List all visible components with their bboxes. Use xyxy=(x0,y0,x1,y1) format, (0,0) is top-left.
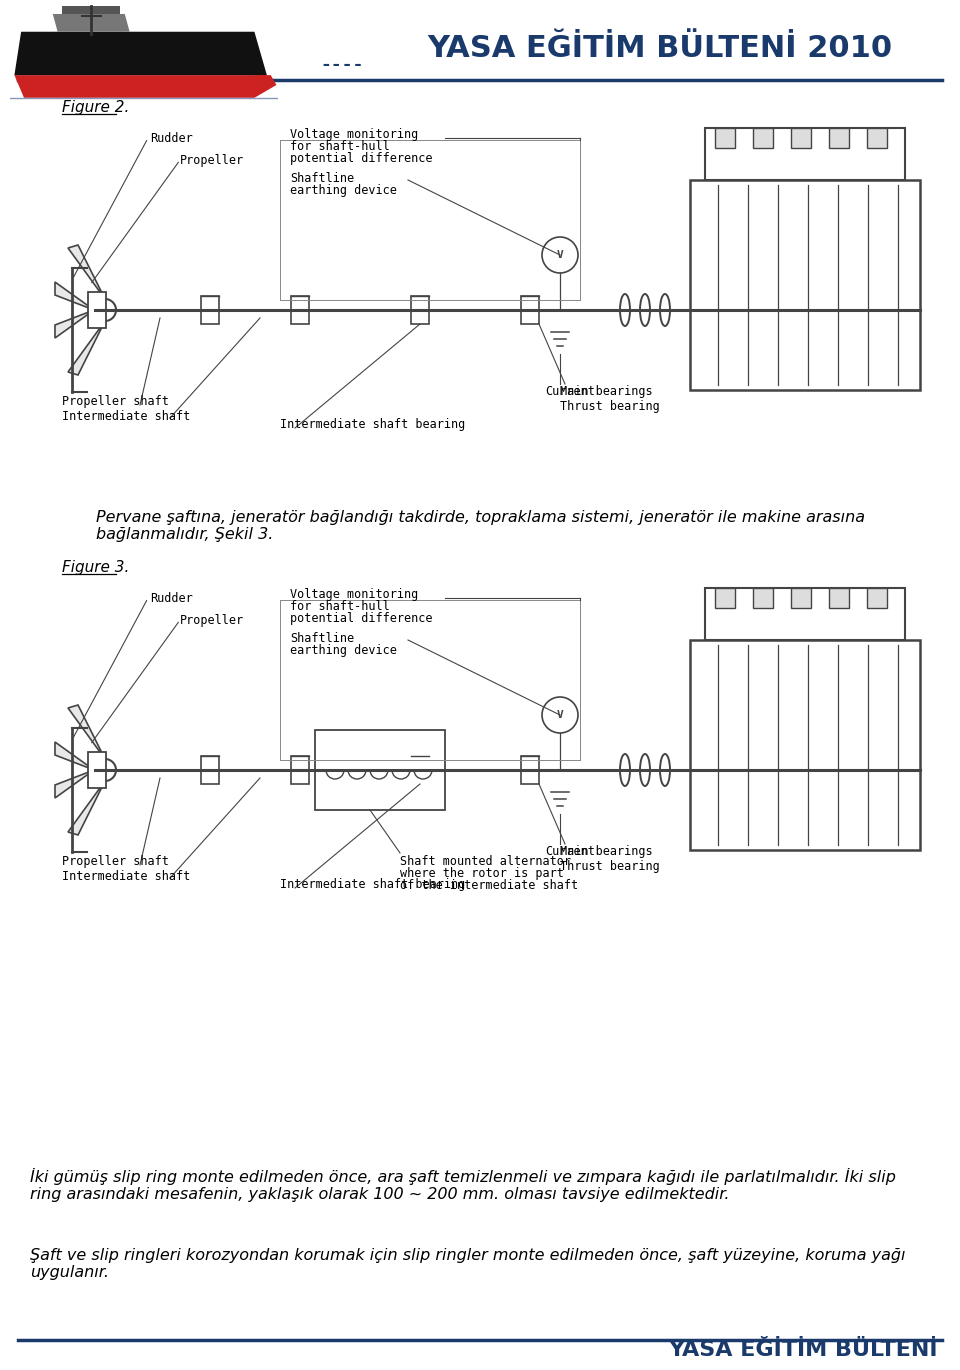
Text: Şaft ve slip ringleri korozyondan korumak için slip ringler monte edilmeden önce: Şaft ve slip ringleri korozyondan koruma… xyxy=(30,1248,905,1281)
Bar xyxy=(201,756,219,784)
Bar xyxy=(715,127,735,148)
Ellipse shape xyxy=(94,299,116,321)
Bar xyxy=(88,292,106,327)
Text: Shaftline: Shaftline xyxy=(290,173,354,185)
Bar xyxy=(521,756,539,784)
Text: İki gümüş slip ring monte edilmeden önce, ara şaft temizlenmeli ve zımpara kağıd: İki gümüş slip ring monte edilmeden önce… xyxy=(30,1169,896,1203)
Text: earthing device: earthing device xyxy=(290,644,396,658)
Bar xyxy=(291,296,309,323)
Bar xyxy=(791,127,811,148)
Text: potential difference: potential difference xyxy=(290,152,433,164)
Text: of the intermediate shaft: of the intermediate shaft xyxy=(400,880,578,892)
Text: ----: ---- xyxy=(18,56,61,74)
Text: Current: Current xyxy=(545,385,595,399)
Ellipse shape xyxy=(640,754,650,786)
Circle shape xyxy=(542,237,578,273)
Text: YASA EĞİTİM BÜLTENİ: YASA EĞİTİM BÜLTENİ xyxy=(668,1340,938,1360)
Polygon shape xyxy=(14,75,267,97)
Text: Current: Current xyxy=(545,845,595,858)
Text: Propeller: Propeller xyxy=(180,153,244,167)
Polygon shape xyxy=(68,706,105,759)
Bar xyxy=(201,296,219,323)
Bar xyxy=(521,296,539,323)
Text: earthing device: earthing device xyxy=(290,184,396,197)
Bar xyxy=(829,588,849,608)
Bar xyxy=(62,5,120,14)
Text: Intermediate shaft: Intermediate shaft xyxy=(62,870,190,884)
Bar xyxy=(690,179,920,390)
Polygon shape xyxy=(14,32,267,75)
Text: Main bearings: Main bearings xyxy=(560,385,653,399)
Text: Intermediate shaft bearing: Intermediate shaft bearing xyxy=(280,418,466,432)
Text: Shaft mounted alternator: Shaft mounted alternator xyxy=(400,855,571,869)
Ellipse shape xyxy=(620,295,630,326)
Text: Rudder: Rudder xyxy=(150,592,193,606)
Polygon shape xyxy=(68,245,105,299)
Text: Propeller shaft: Propeller shaft xyxy=(62,855,169,869)
Text: where the rotor is part: where the rotor is part xyxy=(400,867,564,880)
Bar xyxy=(715,588,735,608)
Text: Propeller shaft: Propeller shaft xyxy=(62,395,169,408)
Text: Thrust bearing: Thrust bearing xyxy=(560,400,660,412)
Bar xyxy=(753,588,773,608)
Polygon shape xyxy=(55,310,94,338)
Polygon shape xyxy=(254,75,276,97)
Bar xyxy=(867,588,887,608)
Text: Intermediate shaft bearing: Intermediate shaft bearing xyxy=(280,878,466,891)
Ellipse shape xyxy=(660,754,670,786)
Text: Thrust bearing: Thrust bearing xyxy=(560,860,660,873)
Bar xyxy=(791,588,811,608)
Text: for shaft-hull: for shaft-hull xyxy=(290,140,390,153)
Text: Intermediate shaft: Intermediate shaft xyxy=(62,410,190,423)
Text: Main bearings: Main bearings xyxy=(560,845,653,858)
Text: Voltage monitoring: Voltage monitoring xyxy=(290,588,419,601)
Text: Pervane şaftına, jeneratör bağlandığı takdirde, topraklama sistemi, jeneratör il: Pervane şaftına, jeneratör bağlandığı ta… xyxy=(95,510,865,543)
Bar xyxy=(411,756,429,784)
Bar xyxy=(88,752,106,788)
Text: ----: ---- xyxy=(320,56,364,74)
Bar xyxy=(690,640,920,849)
Text: Figure 3.: Figure 3. xyxy=(62,560,130,575)
Text: V: V xyxy=(557,249,564,260)
Ellipse shape xyxy=(620,754,630,786)
Polygon shape xyxy=(55,282,94,310)
Text: Figure 2.: Figure 2. xyxy=(62,100,130,115)
Polygon shape xyxy=(53,14,130,32)
Ellipse shape xyxy=(640,295,650,326)
Text: Shaftline: Shaftline xyxy=(290,632,354,645)
Text: Voltage monitoring: Voltage monitoring xyxy=(290,127,419,141)
Text: Propeller: Propeller xyxy=(180,614,244,627)
Bar xyxy=(867,127,887,148)
Polygon shape xyxy=(68,321,105,375)
Bar xyxy=(315,730,445,810)
Ellipse shape xyxy=(660,295,670,326)
Bar xyxy=(291,756,309,784)
Text: Rudder: Rudder xyxy=(150,132,193,145)
Polygon shape xyxy=(68,781,105,834)
Bar xyxy=(705,588,905,640)
Bar xyxy=(829,127,849,148)
Ellipse shape xyxy=(94,759,116,781)
Text: V: V xyxy=(557,710,564,721)
Circle shape xyxy=(542,697,578,733)
Text: potential difference: potential difference xyxy=(290,612,433,625)
Polygon shape xyxy=(55,770,94,797)
Bar xyxy=(411,296,429,323)
Polygon shape xyxy=(55,743,94,770)
Text: for shaft-hull: for shaft-hull xyxy=(290,600,390,612)
Text: YASA EĞİTİM BÜLTENİ 2010: YASA EĞİTİM BÜLTENİ 2010 xyxy=(427,33,893,63)
Bar xyxy=(705,127,905,179)
Bar xyxy=(753,127,773,148)
